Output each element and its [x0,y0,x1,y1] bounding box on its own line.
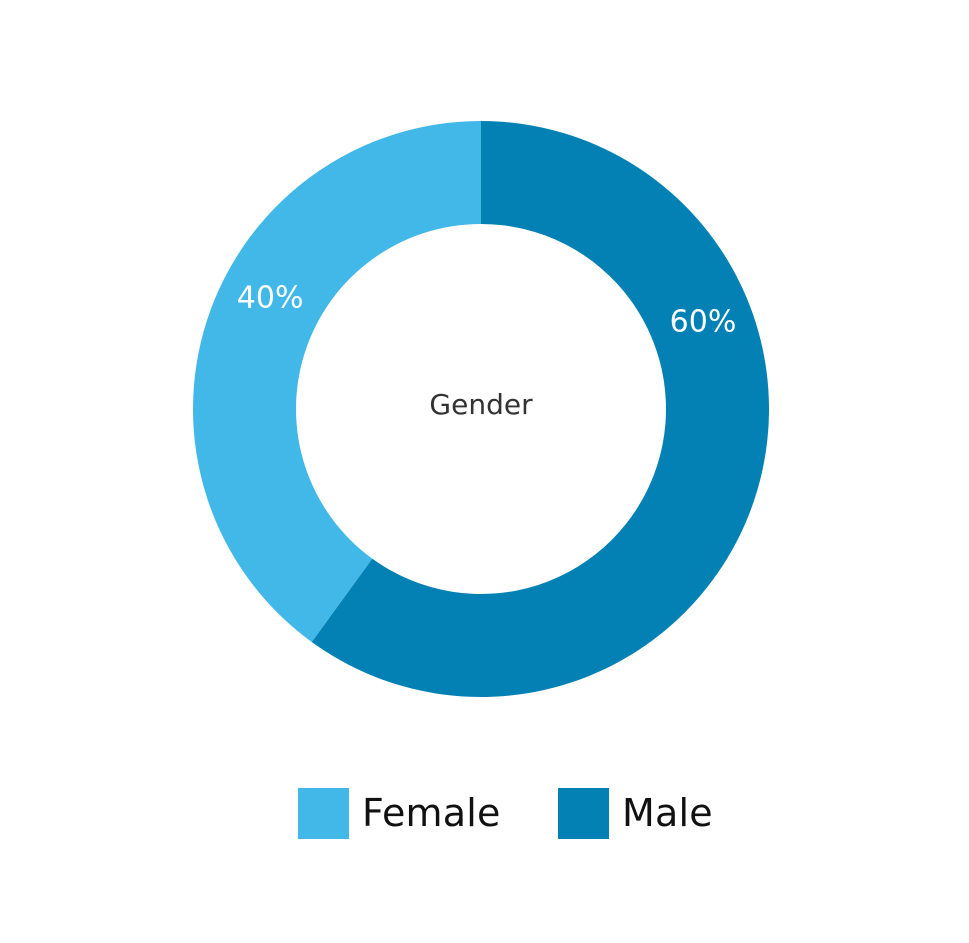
legend-item-female: Female [298,786,501,840]
slice-label-female: 40% [237,281,304,316]
slice-male [311,121,769,697]
legend-item-male: Male [558,786,713,840]
legend-swatch-female [298,787,349,839]
legend-label-male: Male [622,791,713,835]
slices-group [192,121,769,697]
slice-label-male: 60% [670,304,737,339]
slice-female [192,121,481,642]
slice-labels-group: 60% 40% [237,281,737,340]
legend-swatch-male [558,787,609,839]
center-label: Gender [429,388,533,421]
legend-label-female: Female [362,791,501,835]
legend: Female Male [0,786,969,840]
